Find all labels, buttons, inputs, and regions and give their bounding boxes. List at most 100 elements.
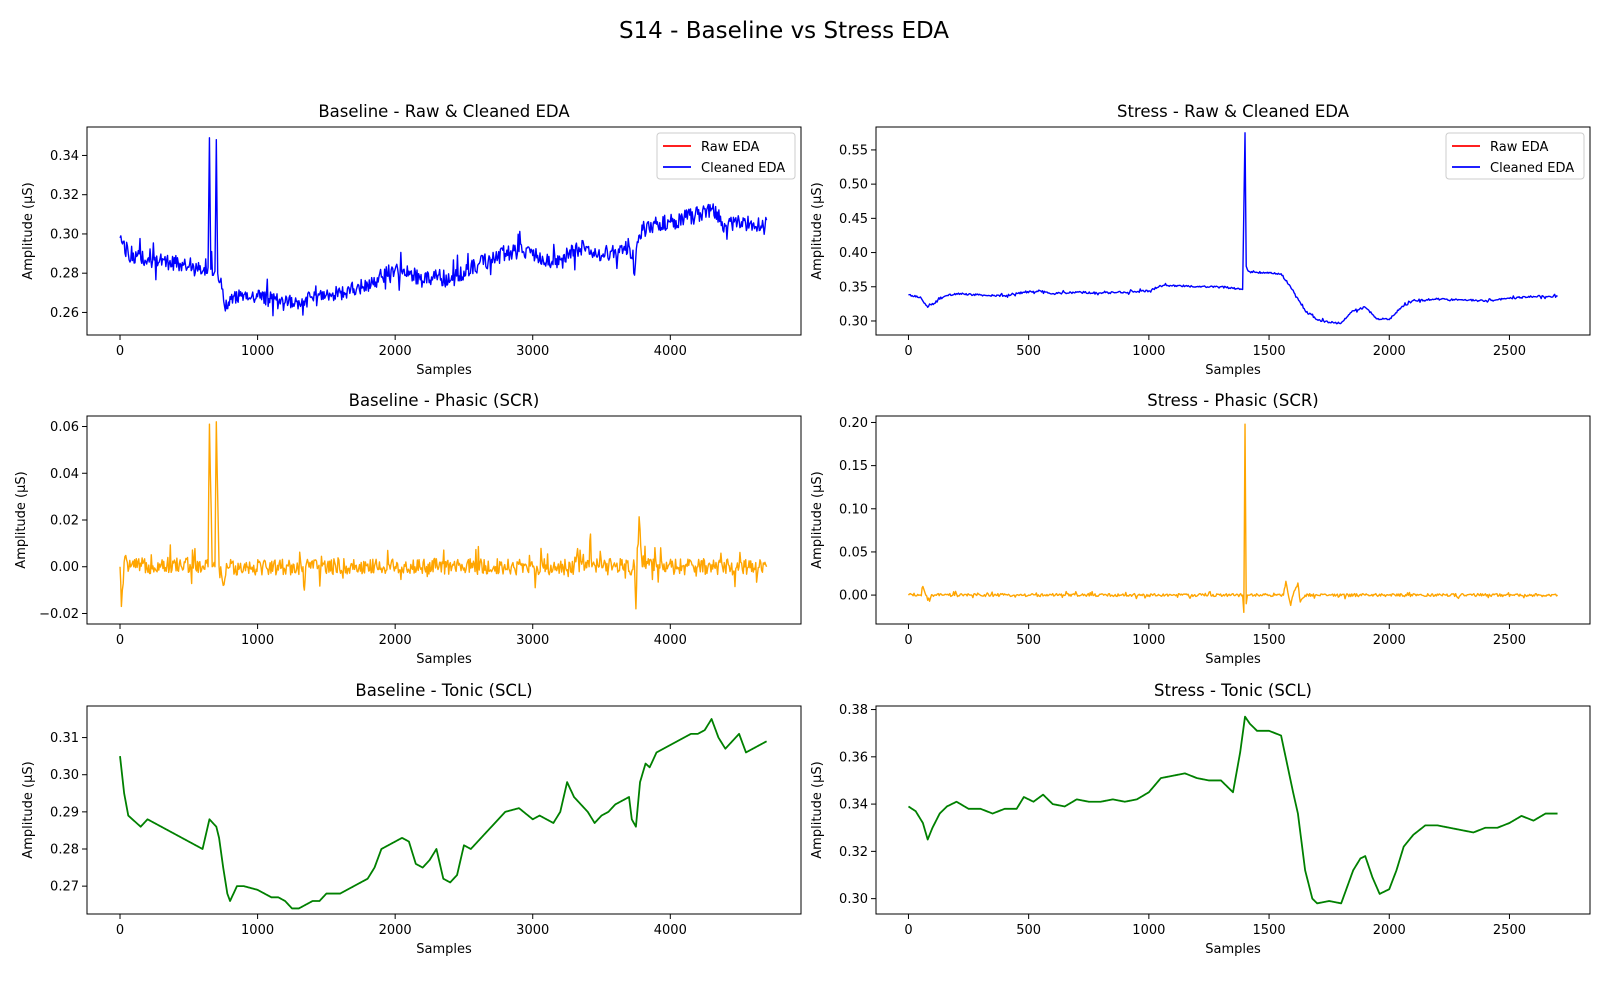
y-axis-label: Amplitude (µS) (810, 182, 825, 279)
y-tick-label: 0.32 (839, 845, 868, 860)
y-tick-label: 0.30 (50, 768, 79, 783)
x-tick-label: 0 (904, 344, 912, 359)
x-tick-label: 1000 (241, 633, 274, 648)
y-tick-label: −0.02 (39, 607, 79, 622)
x-tick-label: 1000 (241, 344, 274, 359)
chart-panel-3: Baseline - Phasic (SCR) 0 1000 2000 3000 4000… (14, 391, 802, 667)
figure-title: S14 - Baseline vs Stress EDA (619, 18, 949, 44)
y-tick-label: 0.38 (839, 703, 868, 718)
y-tick-label: 0.40 (839, 246, 868, 261)
axes-frame (86, 126, 802, 336)
y-tick-label: 0.36 (839, 750, 868, 765)
x-tick-label: 1500 (1253, 344, 1286, 359)
y-tick-label: 0.34 (50, 149, 79, 164)
legend: Raw EDA Cleaned EDA (1445, 132, 1585, 180)
panel-title: Baseline - Raw & Cleaned EDA (318, 102, 570, 121)
chart-panel-2: Stress - Raw & Cleaned EDA 0 500 1000 1500 20… (810, 102, 1591, 378)
axes-frame (86, 705, 802, 915)
x-axis-label: Samples (1205, 363, 1261, 378)
axes-frame (875, 126, 1591, 336)
y-tick-label: 0.45 (839, 212, 868, 227)
series-line-phasic (907, 423, 1559, 614)
x-tick-label: 2000 (379, 923, 412, 938)
x-tick-label: 0 (904, 633, 912, 648)
y-tick-label: 0.04 (50, 467, 79, 482)
y-tick-label: 0.35 (839, 280, 868, 295)
x-tick-label: 1000 (1132, 633, 1165, 648)
panel-title: Stress - Tonic (SCL) (1154, 681, 1312, 700)
y-tick-label: 0.50 (839, 178, 868, 193)
legend-label: Cleaned EDA (701, 161, 785, 176)
series-line-tonic (907, 715, 1558, 905)
x-tick-label: 2000 (1373, 633, 1406, 648)
x-axis-label: Samples (416, 652, 472, 667)
x-tick-label: 4000 (654, 923, 687, 938)
series-line-tonic (119, 718, 768, 910)
y-tick-label: 0.15 (839, 459, 868, 474)
y-tick-label: 0.30 (839, 314, 868, 329)
x-tick-label: 0 (116, 344, 124, 359)
y-tick-label: 0.55 (839, 143, 868, 158)
legend-label: Cleaned EDA (1490, 161, 1574, 176)
x-axis-label: Samples (416, 942, 472, 957)
x-tick-label: 4000 (654, 344, 687, 359)
y-tick-label: 0.00 (50, 560, 79, 575)
panel-title: Stress - Phasic (SCR) (1147, 391, 1319, 410)
panel-title: Baseline - Phasic (SCR) (349, 391, 540, 410)
x-tick-label: 3000 (516, 344, 549, 359)
x-tick-label: 2000 (379, 633, 412, 648)
y-tick-label: 0.28 (50, 267, 79, 282)
y-tick-label: 0.34 (839, 798, 868, 813)
x-tick-label: 2500 (1493, 923, 1526, 938)
y-tick-label: 0.31 (50, 731, 79, 746)
chart-panel-1: Baseline - Raw & Cleaned EDA 0 1000 2000 300… (21, 102, 802, 378)
series-line-cleaned-eda (908, 132, 1558, 325)
legend: Raw EDA Cleaned EDA (656, 132, 796, 180)
series-line-cleaned-eda (119, 137, 768, 317)
chart-panel-5: Baseline - Tonic (SCL) 0 1000 2000 3000 4000 S… (21, 681, 802, 957)
y-tick-label: 0.02 (50, 514, 79, 529)
axes-frame (875, 705, 1591, 915)
y-tick-label: 0.26 (50, 306, 79, 321)
x-tick-label: 1500 (1253, 633, 1286, 648)
y-tick-label: 0.00 (839, 589, 868, 604)
y-axis-label: Amplitude (µS) (21, 761, 36, 858)
x-tick-label: 500 (1016, 344, 1041, 359)
x-tick-label: 2000 (1373, 344, 1406, 359)
legend-label: Raw EDA (701, 140, 759, 155)
legend-box (656, 132, 796, 180)
x-tick-label: 0 (904, 923, 912, 938)
y-tick-label: 0.20 (839, 416, 868, 431)
y-axis-label: Amplitude (µS) (21, 182, 36, 279)
y-tick-label: 0.10 (839, 502, 868, 517)
chart-panel-6: Stress - Tonic (SCL) 0 500 1000 1500 2000 2500… (810, 681, 1591, 957)
x-tick-label: 1000 (1132, 344, 1165, 359)
chart-panel-4: Stress - Phasic (SCR) 0 500 1000 1500 2000 250… (810, 391, 1591, 667)
y-tick-label: 0.05 (839, 545, 868, 560)
x-axis-label: Samples (416, 363, 472, 378)
x-tick-label: 1500 (1253, 923, 1286, 938)
x-tick-label: 2000 (379, 344, 412, 359)
x-tick-label: 3000 (516, 633, 549, 648)
panel-title: Baseline - Tonic (SCL) (355, 681, 532, 700)
y-tick-label: 0.28 (50, 843, 79, 858)
y-tick-label: 0.32 (50, 188, 79, 203)
y-tick-label: 0.06 (50, 420, 79, 435)
x-tick-label: 2500 (1493, 344, 1526, 359)
y-axis-label: Amplitude (µS) (810, 471, 825, 568)
series-line-phasic (119, 421, 768, 610)
legend-label: Raw EDA (1490, 140, 1548, 155)
axes-frame (875, 415, 1591, 625)
x-tick-label: 500 (1016, 633, 1041, 648)
y-tick-label: 0.30 (839, 892, 868, 907)
y-tick-label: 0.30 (50, 227, 79, 242)
legend-box (1445, 132, 1585, 180)
x-tick-label: 0 (116, 923, 124, 938)
panel-title: Stress - Raw & Cleaned EDA (1117, 102, 1350, 121)
x-tick-label: 2500 (1493, 633, 1526, 648)
x-tick-label: 500 (1016, 923, 1041, 938)
x-axis-label: Samples (1205, 942, 1261, 957)
y-tick-label: 0.27 (50, 880, 79, 895)
y-axis-label: Amplitude (µS) (14, 471, 29, 568)
